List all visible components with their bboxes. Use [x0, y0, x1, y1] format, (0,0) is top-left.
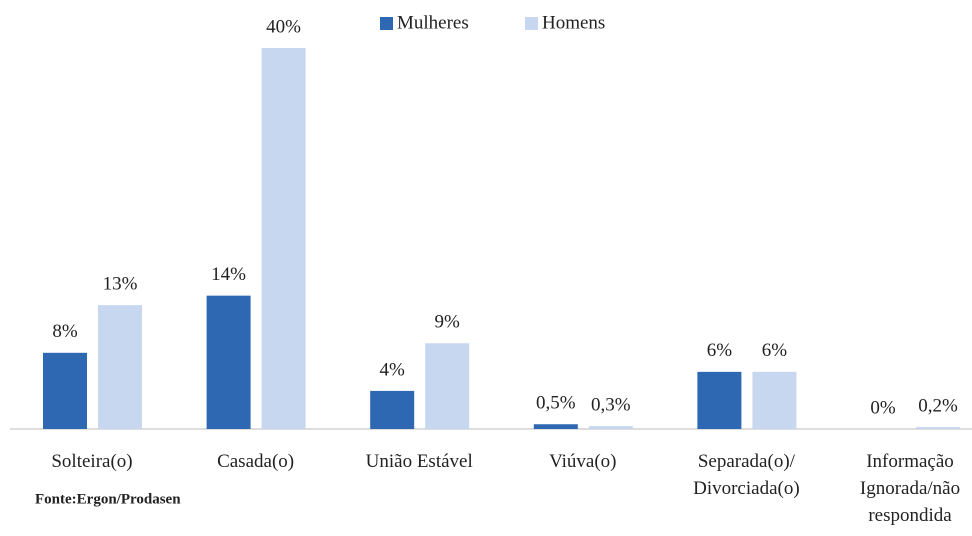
bar: [261, 48, 306, 429]
legend-label: Homens: [542, 12, 605, 33]
bar: [697, 371, 742, 429]
bar: [206, 295, 251, 429]
legend-swatch: [380, 17, 393, 30]
value-label: 14%: [211, 264, 246, 285]
bar: [43, 352, 87, 429]
value-label: 0,2%: [918, 395, 958, 416]
bar: [588, 426, 633, 429]
bar: [370, 390, 415, 429]
value-label: 4%: [380, 359, 406, 380]
value-label: 9%: [435, 312, 461, 333]
bar: [533, 424, 578, 429]
value-label: 0,3%: [591, 395, 631, 416]
value-label: 6%: [707, 340, 733, 361]
value-label: 6%: [762, 340, 788, 361]
x-tick-label: Viúva(o): [549, 451, 616, 472]
value-label: 8%: [52, 321, 78, 342]
bar: [752, 371, 797, 429]
source-note: Fonte:Ergon/Prodasen: [35, 491, 181, 507]
x-tick-label: Separada(o)/Divorciada(o): [693, 451, 800, 499]
legend-swatch: [525, 17, 538, 30]
bar: [98, 305, 142, 429]
bar: [425, 343, 470, 429]
value-label: 13%: [103, 274, 138, 295]
legend-label: Mulheres: [397, 12, 469, 33]
value-label: 40%: [266, 16, 301, 37]
bar: [916, 427, 960, 429]
value-label: 0%: [870, 397, 896, 418]
value-label: 0,5%: [536, 393, 576, 414]
x-tick-label: Informação Ignorada/não respondida: [860, 451, 960, 526]
x-tick-label: União Estável: [366, 451, 473, 472]
x-tick-label: Solteira(o): [51, 451, 132, 472]
x-tick-label: Casada(o): [217, 451, 294, 472]
